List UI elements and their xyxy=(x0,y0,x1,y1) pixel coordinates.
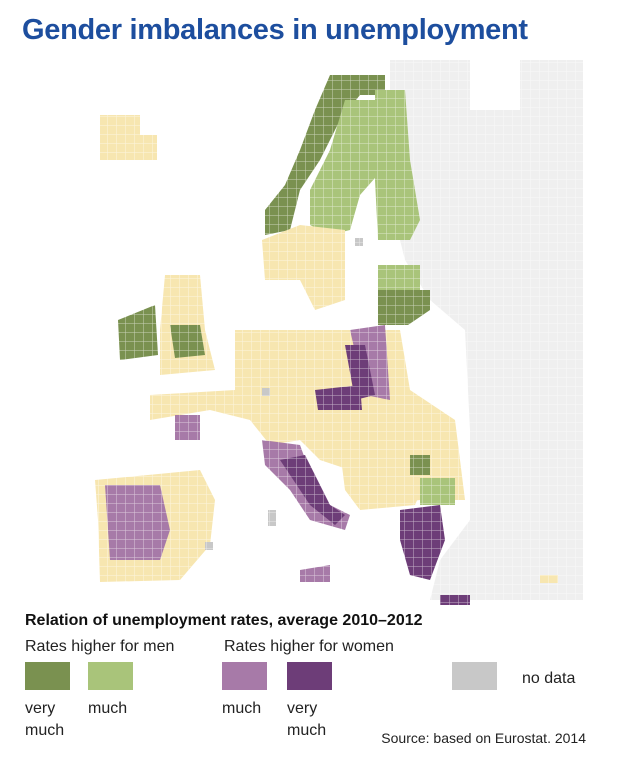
legend-label: no data xyxy=(522,670,576,687)
title: Gender imbalances in unemployment xyxy=(22,14,528,46)
legend-swatch xyxy=(452,662,497,690)
legend-swatch xyxy=(88,662,133,690)
legend-label: much xyxy=(88,700,128,717)
legend-swatch xyxy=(25,662,70,690)
legend-swatch xyxy=(222,662,267,690)
legend-label: much xyxy=(222,700,262,717)
legend-group: Rates higher for men xyxy=(25,638,175,655)
map xyxy=(0,55,618,610)
legend-group: Rates higher for women xyxy=(224,638,394,655)
legend-swatch xyxy=(287,662,332,690)
grid-overlay xyxy=(0,55,618,610)
legend-label: very much xyxy=(287,700,327,739)
source: Source: based on Eurostat. 2014 xyxy=(381,730,586,746)
legend-title: Relation of unemployment rates, average … xyxy=(25,612,423,629)
legend-label: very much xyxy=(25,700,65,739)
